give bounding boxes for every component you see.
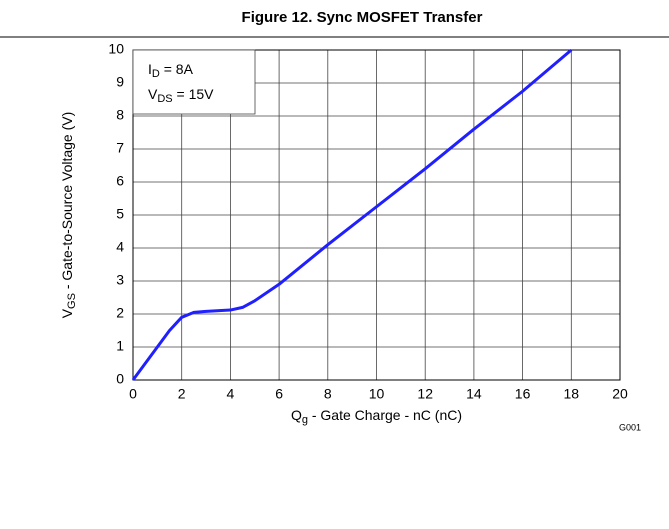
x-tick-label: 12	[417, 386, 433, 402]
x-tick-label: 0	[129, 386, 137, 402]
x-tick-label: 4	[227, 386, 235, 402]
annotation-sub: D	[152, 68, 160, 80]
figure-code: G001	[619, 422, 641, 432]
y-tick-label: 2	[116, 305, 124, 321]
y-axis-label: VGS - Gate-to-Source Voltage (V)	[59, 112, 78, 319]
annotation-main: I	[148, 61, 152, 77]
y-tick-label: 9	[116, 74, 124, 90]
plot-frame	[132, 49, 621, 381]
x-tick-label: 18	[564, 386, 580, 402]
x-axis-label-sub: g	[302, 414, 308, 426]
y-axis-label-rest: - Gate-to-Source Voltage (V)	[59, 112, 75, 293]
y-tick-label: 10	[108, 41, 124, 57]
data-line	[131, 48, 573, 381]
y-axis-label-main: V	[59, 308, 75, 318]
y-tick-label: 0	[116, 371, 124, 387]
annotation: ID = 8A	[148, 61, 194, 80]
annotation: VDS = 15V	[148, 86, 214, 105]
annotation-rest: = 8A	[160, 61, 194, 77]
x-tick-label: 8	[324, 386, 332, 402]
y-tick-label: 1	[116, 338, 124, 354]
x-axis-label-rest: - Gate Charge - nC (nC)	[308, 407, 462, 423]
x-tick-label: 20	[612, 386, 628, 402]
annotation-box	[132, 49, 256, 115]
annotation-main: V	[148, 86, 158, 102]
y-tick-label: 8	[116, 107, 124, 123]
annotation-rest: = 15V	[173, 86, 215, 102]
y-axis-label-sub: GS	[66, 293, 78, 309]
y-tick-label: 4	[116, 239, 124, 255]
x-tick-label: 6	[275, 386, 283, 402]
y-tick-label: 6	[116, 173, 124, 189]
x-tick-label: 2	[178, 386, 186, 402]
x-tick-label: 14	[466, 386, 482, 402]
x-axis-label: Qg - Gate Charge - nC (nC)	[291, 407, 462, 426]
x-axis-label-main: Q	[291, 407, 302, 423]
chart-title: Figure 12. Sync MOSFET Transfer	[242, 9, 483, 26]
y-tick-label: 3	[116, 272, 124, 288]
x-tick-label: 10	[369, 386, 385, 402]
x-tick-label: 16	[515, 386, 531, 402]
y-tick-label: 5	[116, 206, 124, 222]
annotation-sub: DS	[157, 93, 172, 105]
y-tick-label: 7	[116, 140, 124, 156]
